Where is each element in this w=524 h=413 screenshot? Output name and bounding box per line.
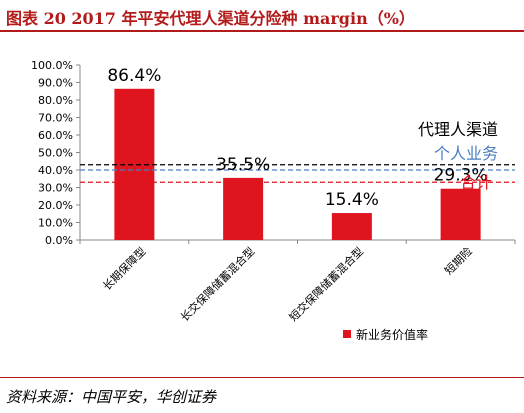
source-rule [0, 377, 524, 378]
y-tick-label: 0.0% [45, 234, 73, 247]
figure-title: 图表 20 2017 年平安代理人渠道分险种 margin（%） [6, 9, 415, 28]
bar-2 [223, 177, 264, 240]
x-category-label-2: 长交保障储蓄混合型 [177, 244, 257, 324]
data-label-3: 15.4% [325, 190, 379, 210]
reference-line-label-2: 个人业务 [434, 144, 498, 163]
y-tick-label: 40.0% [38, 164, 73, 177]
bar-3 [331, 213, 372, 240]
reference-line-label-3: 合计 [460, 173, 492, 192]
y-tick-label: 50.0% [38, 147, 73, 160]
legend-label: 新业务价值率 [356, 327, 428, 342]
y-tick-label: 30.0% [38, 182, 73, 195]
data-label-4: 29.3% [434, 166, 488, 186]
bar-4 [440, 188, 481, 240]
data-label-2: 35.5% [216, 155, 270, 175]
legend-swatch [343, 330, 351, 338]
y-tick-label: 80.0% [38, 94, 73, 107]
x-category-label-3: 短交保障储蓄混合型 [286, 244, 366, 324]
reference-line-label-1: 代理人渠道 [418, 120, 498, 139]
x-category-label-1: 长期保障型 [100, 244, 149, 293]
y-tick-label: 20.0% [38, 199, 73, 212]
y-tick-label: 70.0% [38, 112, 73, 125]
source-note: 资料来源：中国平安，华创证券 [6, 388, 217, 406]
y-tick-label: 60.0% [38, 129, 73, 142]
y-tick-label: 100.0% [31, 59, 73, 72]
title-rule [0, 30, 524, 32]
y-tick-label: 90.0% [38, 77, 73, 90]
data-label-1: 86.4% [107, 66, 161, 86]
y-tick-label: 10.0% [38, 217, 73, 230]
x-category-label-4: 短期险 [442, 244, 475, 277]
